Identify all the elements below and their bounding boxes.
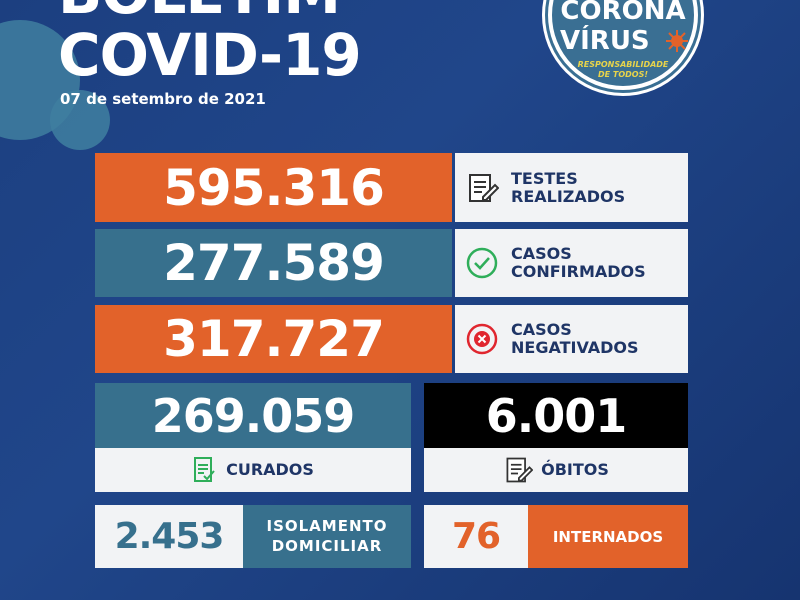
title-line2: COVID-19	[58, 21, 362, 89]
badge-slogan2: DE TODOS!	[598, 69, 648, 79]
curados-label: CURADOS	[95, 448, 411, 492]
virus-decoration	[50, 90, 110, 150]
curados-value: 269.059	[95, 383, 411, 448]
document-edit-icon	[469, 173, 499, 202]
negativados-label: CASOS NEGATIVADOS	[455, 305, 688, 373]
title-line1: BOLETIM	[58, 0, 341, 22]
label-line2: REALIZADOS	[511, 186, 626, 206]
curados-text: CURADOS	[226, 460, 314, 480]
isolamento-label: ISOLAMENTO DOMICILIAR	[243, 505, 411, 568]
isolamento-value: 2.453	[95, 505, 243, 568]
label-line1: TESTES	[511, 168, 578, 188]
virus-icon	[666, 30, 688, 52]
confirmados-value: 277.589	[95, 229, 452, 297]
testes-value: 595.316	[95, 153, 452, 222]
label-line1: CASOS	[511, 320, 572, 340]
document-check-icon	[194, 457, 215, 482]
badge-slogan1: RESPONSABILIDADE	[577, 60, 669, 69]
internados-value: 76	[424, 505, 528, 568]
label-line1: CASOS	[511, 244, 572, 264]
label-line2: DOMICILIAR	[271, 536, 383, 555]
check-circle-icon	[466, 247, 498, 279]
label-line2: NEGATIVADOS	[511, 338, 639, 357]
confirmados-label: CASOS CONFIRMADOS	[455, 229, 688, 297]
obitos-value: 6.001	[424, 383, 688, 448]
negativados-value: 317.727	[95, 305, 452, 373]
internados-label: INTERNADOS	[528, 505, 688, 568]
date: 07 de setembro de 2021	[60, 90, 266, 108]
document-edit-icon	[506, 457, 534, 483]
x-circle-icon	[466, 323, 498, 355]
badge-line2: VÍRUS	[560, 26, 650, 56]
obitos-label: ÓBITOS	[424, 448, 688, 492]
label-line2: CONFIRMADOS	[511, 262, 646, 281]
label-line1: ISOLAMENTO	[266, 517, 388, 535]
obitos-text: ÓBITOS	[541, 460, 609, 480]
corona-virus-badge: CORONA VÍRUS RESPONSABILIDADE DE TODOS!	[548, 0, 698, 90]
testes-label: TESTES REALIZADOS	[455, 153, 688, 222]
badge-line1: CORONA	[560, 0, 686, 26]
